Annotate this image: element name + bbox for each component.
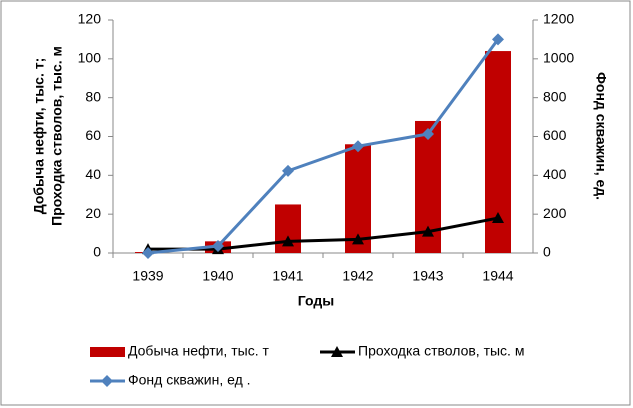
point <box>492 212 504 224</box>
x-axis-title: Годы <box>298 293 334 309</box>
x-tick-label: 1939 <box>132 268 163 284</box>
legend-label: Проходка стволов, тыс. м <box>358 343 524 359</box>
x-tick-label: 1944 <box>482 268 513 284</box>
point <box>422 127 434 140</box>
y2-tick-label: 1200 <box>543 11 574 27</box>
legend-swatch <box>90 347 125 357</box>
legend-label: Фонд скважин, ед . <box>128 372 251 388</box>
y2-tick-label: 1000 <box>543 50 574 66</box>
x-tick-label: 1943 <box>412 268 443 284</box>
y2-tick-label: 600 <box>543 127 567 143</box>
point <box>282 164 294 177</box>
legend-label: Добыча нефти, тыс. т <box>128 343 269 359</box>
legend-marker <box>101 375 113 387</box>
y2-axis-title: Фонд скважин, ед. <box>593 72 609 200</box>
y-tick-label: 60 <box>85 127 101 143</box>
y-axis-title: Добыча нефти, тыс. т; <box>31 58 47 215</box>
line <box>147 38 500 255</box>
y2-tick-label: 400 <box>543 166 567 182</box>
point <box>492 33 504 46</box>
y2-tick-label: 200 <box>543 205 567 221</box>
point <box>282 235 294 247</box>
x-tick-label: 1940 <box>202 268 233 284</box>
x-tick-label: 1942 <box>342 268 373 284</box>
legend-marker <box>331 346 343 357</box>
y-tick-label: 40 <box>85 166 101 182</box>
y-tick-label: 80 <box>85 88 101 104</box>
y2-tick-label: 0 <box>543 244 551 260</box>
point <box>422 225 434 237</box>
point <box>352 233 364 245</box>
point <box>352 140 364 153</box>
y-tick-label: 0 <box>93 244 101 260</box>
y-tick-label: 120 <box>78 11 102 27</box>
y-axis-title: Проходка стволов, тыс. м <box>49 46 65 226</box>
x-tick-label: 1941 <box>272 268 303 284</box>
point <box>142 247 154 259</box>
y2-tick-label: 800 <box>543 88 567 104</box>
y-tick-label: 100 <box>78 50 102 66</box>
y-tick-label: 20 <box>85 205 101 221</box>
point <box>212 240 224 253</box>
line <box>148 216 499 251</box>
